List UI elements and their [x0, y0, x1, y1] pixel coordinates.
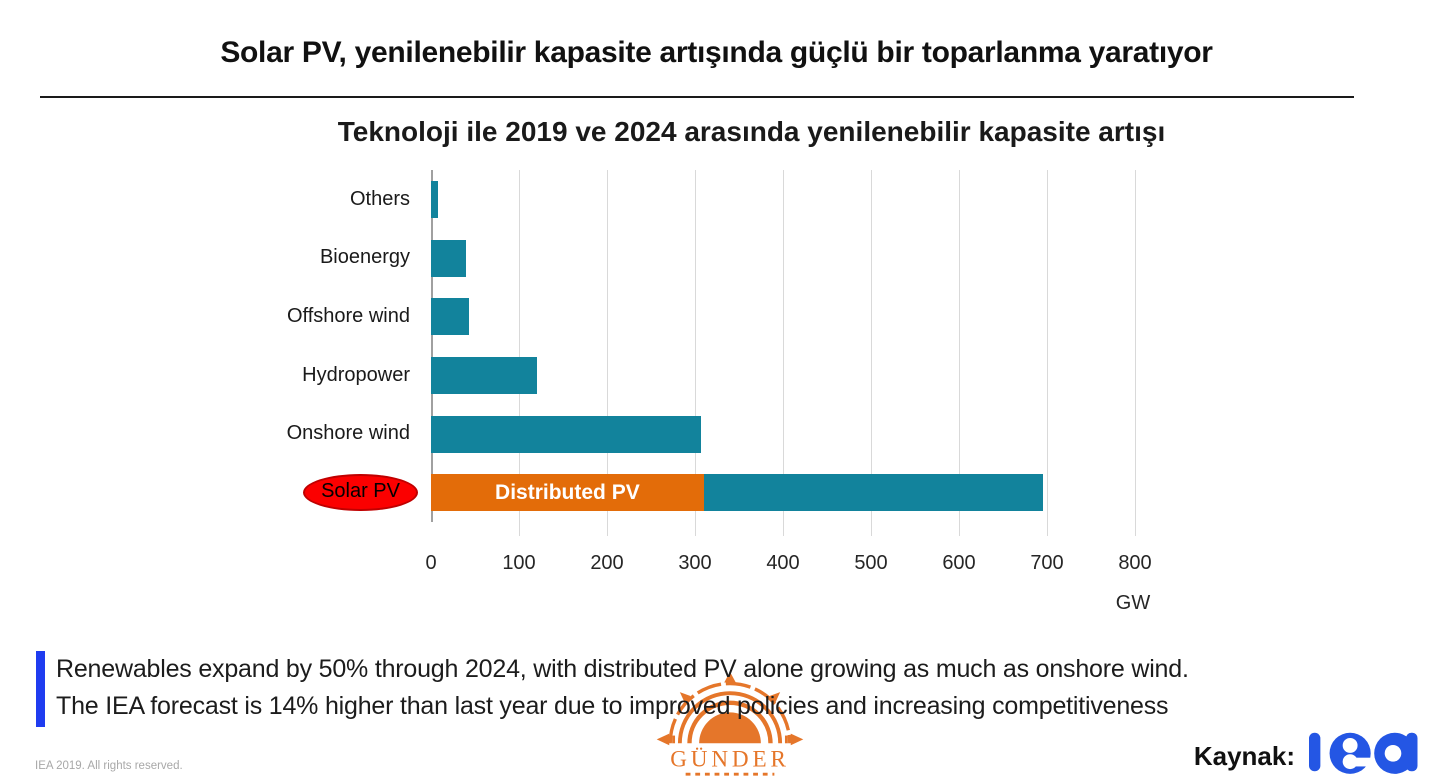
source-label: Kaynak: — [1193, 740, 1295, 771]
source-block: Kaynak: — [1194, 730, 1421, 774]
gridline-300 — [695, 170, 696, 536]
bar-segment-others — [431, 180, 439, 218]
callout-line-1: Renewables expand by 50% through 2024, w… — [56, 655, 1189, 683]
title-divider — [40, 96, 1354, 98]
category-label-offshore-wind: Offshore wind — [286, 305, 410, 328]
gridline-800 — [1135, 170, 1136, 536]
bar-row-bioenergy — [431, 239, 1135, 277]
copyright-text: IEA 2019. All rights reserved. — [35, 760, 183, 772]
bar-row-solar-pv: Distributed PV — [431, 474, 1135, 512]
bar-row-offshore-wind — [431, 298, 1135, 336]
gunder-logo: GÜNDER — [656, 671, 804, 776]
bar-segment-bioenergy — [431, 239, 467, 277]
x-tick-100: 100 — [502, 552, 536, 574]
gunder-logo-text: GÜNDER — [670, 746, 790, 772]
callout-accent-bar — [36, 651, 45, 727]
x-tick-200: 200 — [590, 552, 624, 574]
plot-area: Distributed PV — [431, 170, 1136, 536]
category-label-onshore-wind: Onshore wind — [286, 422, 410, 445]
iea-logo — [1309, 732, 1418, 774]
gridline-700 — [1047, 170, 1048, 536]
gridline-500 — [871, 170, 872, 536]
gridline-200 — [607, 170, 608, 536]
bar-row-hydropower — [431, 356, 1135, 394]
x-tick-0: 0 — [425, 552, 437, 574]
bar-segment-onshore-wind — [431, 415, 702, 453]
bar-segment-offshore-wind — [431, 298, 469, 336]
x-tick-800: 800 — [1118, 552, 1152, 574]
summary-callout: Renewables expand by 50% through 2024, w… — [36, 651, 1411, 727]
highlight-ellipse: Solar PV — [303, 474, 418, 512]
callout-line-2: The IEA forecast is 14% higher than last… — [56, 692, 1169, 720]
gridline-600 — [959, 170, 960, 536]
bar-segment-hydropower — [431, 356, 537, 394]
x-tick-600: 600 — [942, 552, 976, 574]
x-tick-400: 400 — [766, 552, 800, 574]
sun-rays — [656, 671, 804, 746]
bar-segment-solar-pv — [703, 474, 1043, 512]
category-label-solar-pv: Solar PV — [0, 463, 420, 522]
category-label-hydropower: Hydropower — [302, 363, 410, 386]
category-label-bioenergy: Bioenergy — [319, 246, 410, 269]
callout-text: Renewables expand by 50% through 2024, w… — [56, 651, 1189, 727]
chart-title: Teknoloji ile 2019 ve 2024 arasında yeni… — [337, 116, 1166, 147]
x-tick-700: 700 — [1030, 552, 1064, 574]
category-labels: Others Bioenergy Offshore wind Hydropower On… — [0, 170, 420, 522]
gridline-100 — [519, 170, 520, 536]
category-label-others: Others — [349, 187, 410, 210]
y-axis-line — [431, 170, 433, 522]
bar-segment-distributed-pv: Distributed PV — [431, 474, 704, 512]
gridline-400 — [783, 170, 784, 536]
bar-inner-label: Distributed PV — [495, 480, 640, 504]
bar-row-others — [431, 180, 1135, 218]
x-tick-500: 500 — [854, 552, 888, 574]
axis-unit-label: GW — [1115, 592, 1151, 614]
sun-semicircle — [699, 712, 761, 744]
slide-title: Solar PV, yenilenebilir kapasite artışın… — [220, 36, 1213, 69]
x-tick-300: 300 — [678, 552, 712, 574]
bar-row-onshore-wind — [431, 415, 1135, 453]
x-axis-tick-labels: 0 100 200 300 400 500 600 700 800 — [425, 552, 1151, 578]
